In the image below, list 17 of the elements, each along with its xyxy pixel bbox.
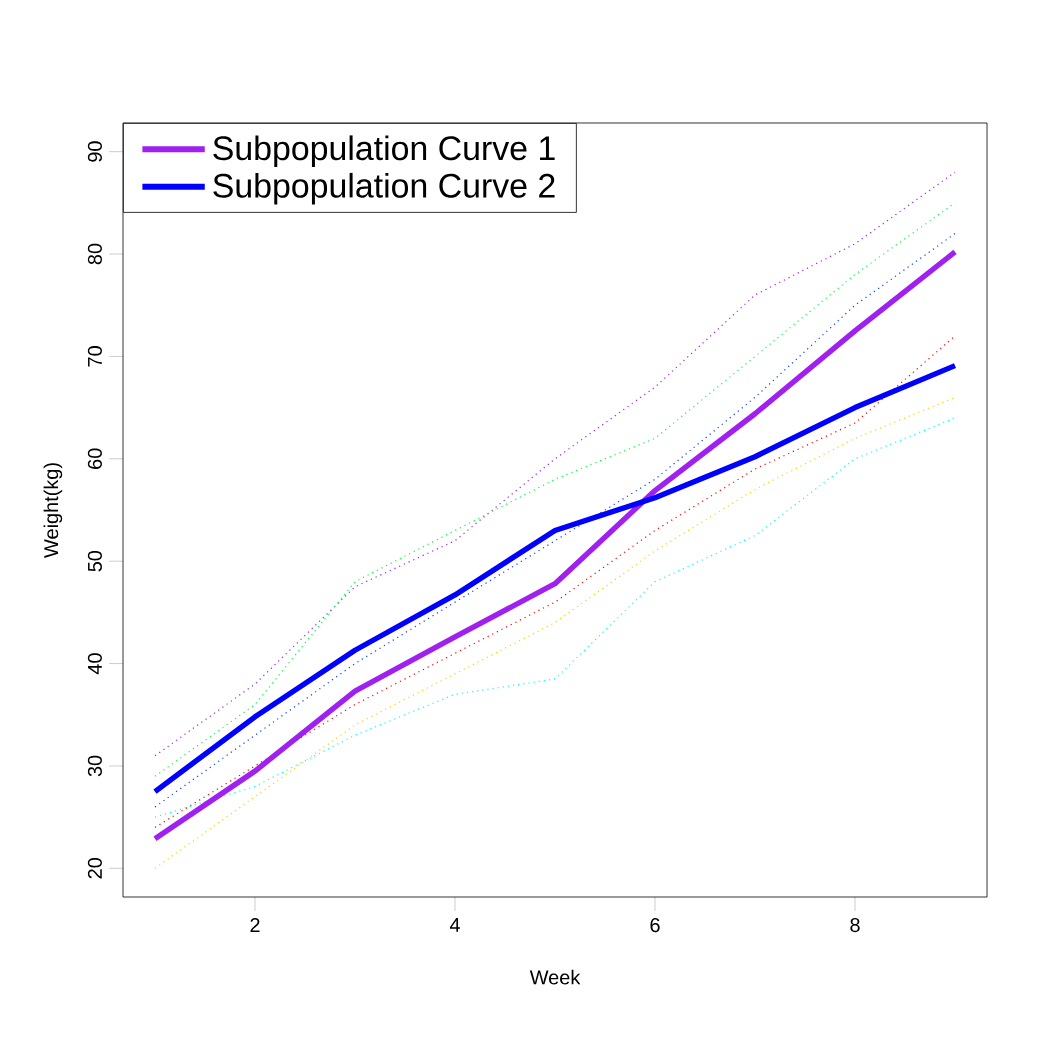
y-tick-label: 90 xyxy=(87,141,102,162)
x-axis-title: Week xyxy=(529,969,581,985)
y-tick-label: 30 xyxy=(87,755,102,777)
y-tick-label: 70 xyxy=(87,346,102,367)
y-tick-label: 40 xyxy=(87,653,102,675)
x-tick-label: 2 xyxy=(250,918,260,932)
x-tick-label: 6 xyxy=(650,918,660,933)
legend-label: Subpopulation Curve 2 xyxy=(213,172,555,205)
y-tick-label: 50 xyxy=(87,550,102,572)
y-tick-label: 80 xyxy=(87,243,102,265)
legend-label: Subpopulation Curve 1 xyxy=(213,135,555,167)
y-tick-label: 20 xyxy=(87,858,102,879)
x-tick-label: 8 xyxy=(850,918,860,933)
line-series xyxy=(154,396,956,869)
y-axis-title: Weight(kg) xyxy=(43,463,63,558)
y-tick-label: 60 xyxy=(87,448,102,469)
x-tick-label: 4 xyxy=(449,918,460,932)
